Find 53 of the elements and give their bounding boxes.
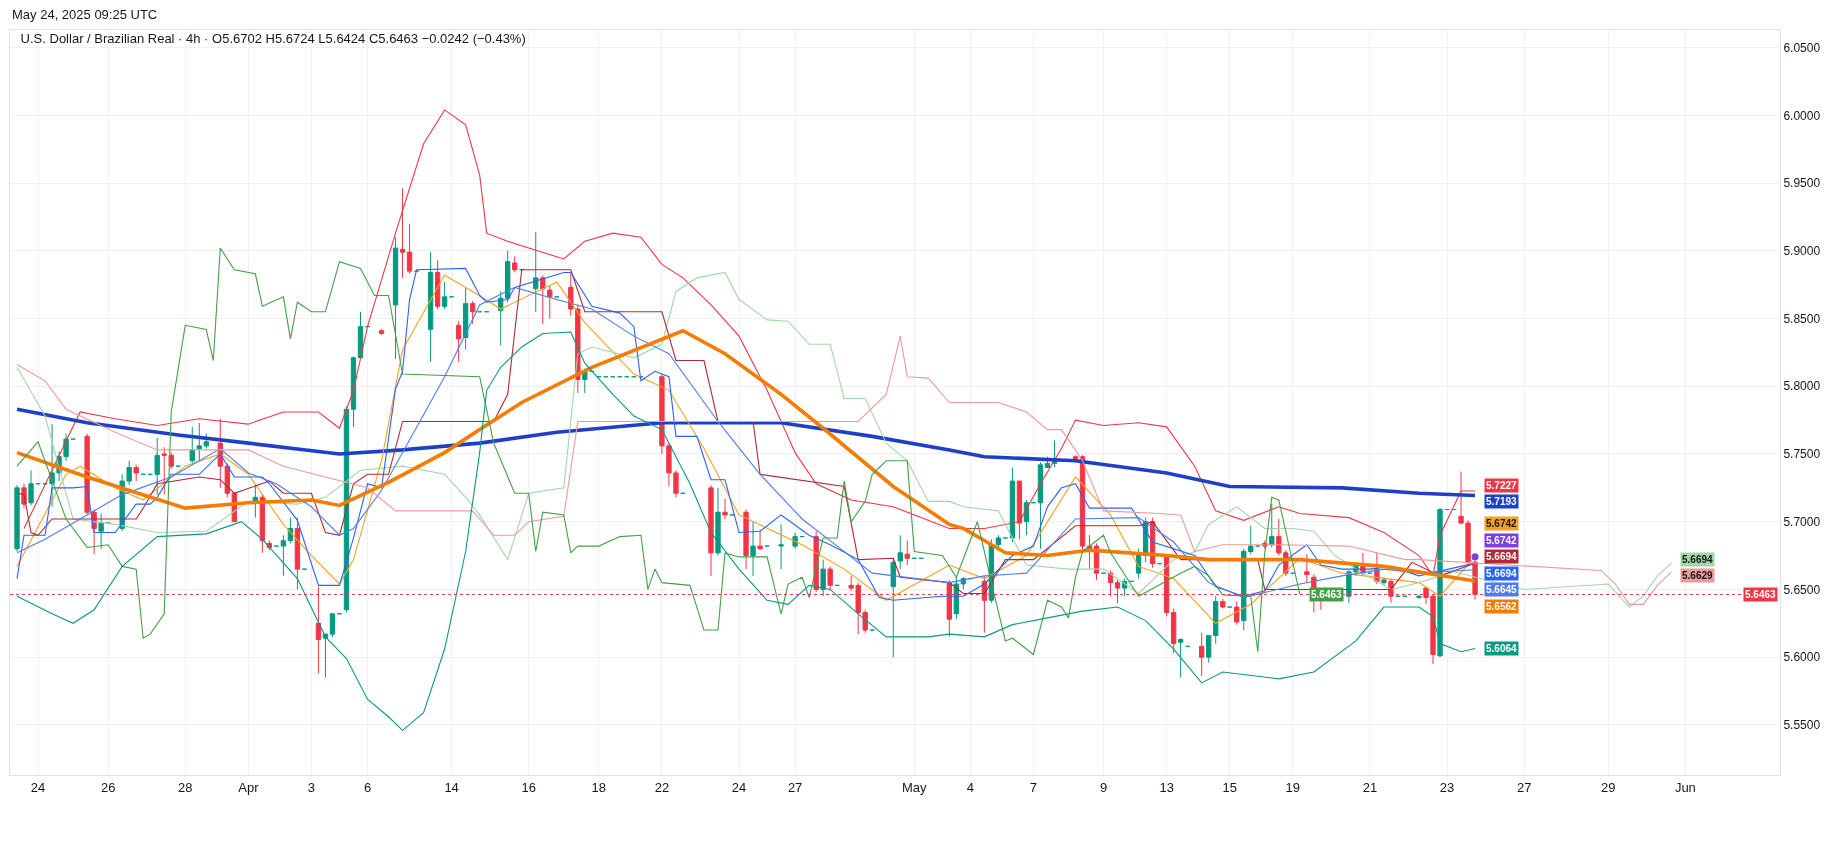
y-tick-label: 5.8500	[1783, 311, 1821, 326]
data-label: 5.6064	[1486, 643, 1518, 654]
data-label: 5.6694	[1486, 568, 1518, 579]
x-tick-label: 15	[1222, 779, 1237, 795]
data-label: 5.6645	[1486, 584, 1518, 595]
data-label: 5.6694	[1486, 551, 1518, 562]
data-label: 5.6629	[1682, 570, 1714, 581]
x-tick-label: 16	[521, 779, 536, 795]
line-series	[15, 407, 1477, 498]
y-tick-label: 5.5500	[1783, 718, 1821, 733]
data-label: 5.7227	[1486, 480, 1518, 491]
x-tick-label: May	[902, 779, 928, 795]
x-tick-label: Apr	[238, 779, 260, 795]
x-tick-label: 23	[1439, 779, 1455, 795]
y-tick-label: 5.7000	[1783, 514, 1821, 529]
x-tick-label: 27	[787, 779, 803, 795]
x-tick-label: 7	[1029, 779, 1038, 795]
x-tick-label: 14	[444, 779, 459, 795]
data-label: 5.6742	[1486, 518, 1518, 529]
x-tick-label: 22	[654, 779, 670, 795]
chart-title: U.S. Dollar / Brazilian Real · 4h · O5.6702 H5.6724 L5.6424 C5.6463 −0.0242 (−0.43%)	[20, 30, 526, 46]
x-tick-label: 29	[1601, 779, 1616, 795]
x-tick-label: Jun	[1674, 779, 1696, 795]
x-tick-label: 6	[363, 779, 372, 795]
data-label: 5.6463	[1311, 589, 1343, 600]
line-series	[16, 247, 1301, 655]
x-tick-label: 28	[178, 779, 193, 795]
line-series	[16, 331, 1476, 731]
x-tick-label: 24	[731, 779, 747, 795]
data-label: 5.7193	[1486, 496, 1518, 507]
x-tick-label: 9	[1099, 779, 1108, 795]
y-tick-label: 5.6000	[1783, 650, 1821, 665]
y-tick-label: 5.6500	[1783, 582, 1821, 597]
y-tick-label: 6.0000	[1783, 108, 1821, 123]
x-tick-label: 4	[966, 779, 974, 795]
y-tick-label: 5.9500	[1783, 176, 1821, 191]
x-tick-label: 27	[1516, 779, 1532, 795]
data-label: 5.6742	[1486, 535, 1518, 546]
x-tick-label: 21	[1362, 779, 1378, 795]
data-label: 5.6562	[1486, 601, 1518, 612]
ref-line-label: 5.6463	[1745, 589, 1777, 600]
x-tick-label: 24	[30, 779, 46, 795]
x-tick-label: 18	[591, 779, 607, 795]
y-tick-label: 5.9000	[1783, 243, 1821, 258]
x-tick-label: 26	[100, 779, 116, 795]
x-tick-label: 13	[1159, 779, 1174, 795]
x-tick-label: 3	[307, 779, 316, 795]
x-tick-label: 19	[1285, 779, 1301, 795]
y-tick-label: 6.0500	[1783, 40, 1821, 55]
y-tick-label: 5.8000	[1783, 379, 1821, 394]
data-label: 5.6694	[1682, 554, 1714, 565]
y-tick-label: 5.7500	[1783, 447, 1821, 462]
chart-subtitle: May 24, 2025 09:25 UTC	[12, 7, 158, 22]
